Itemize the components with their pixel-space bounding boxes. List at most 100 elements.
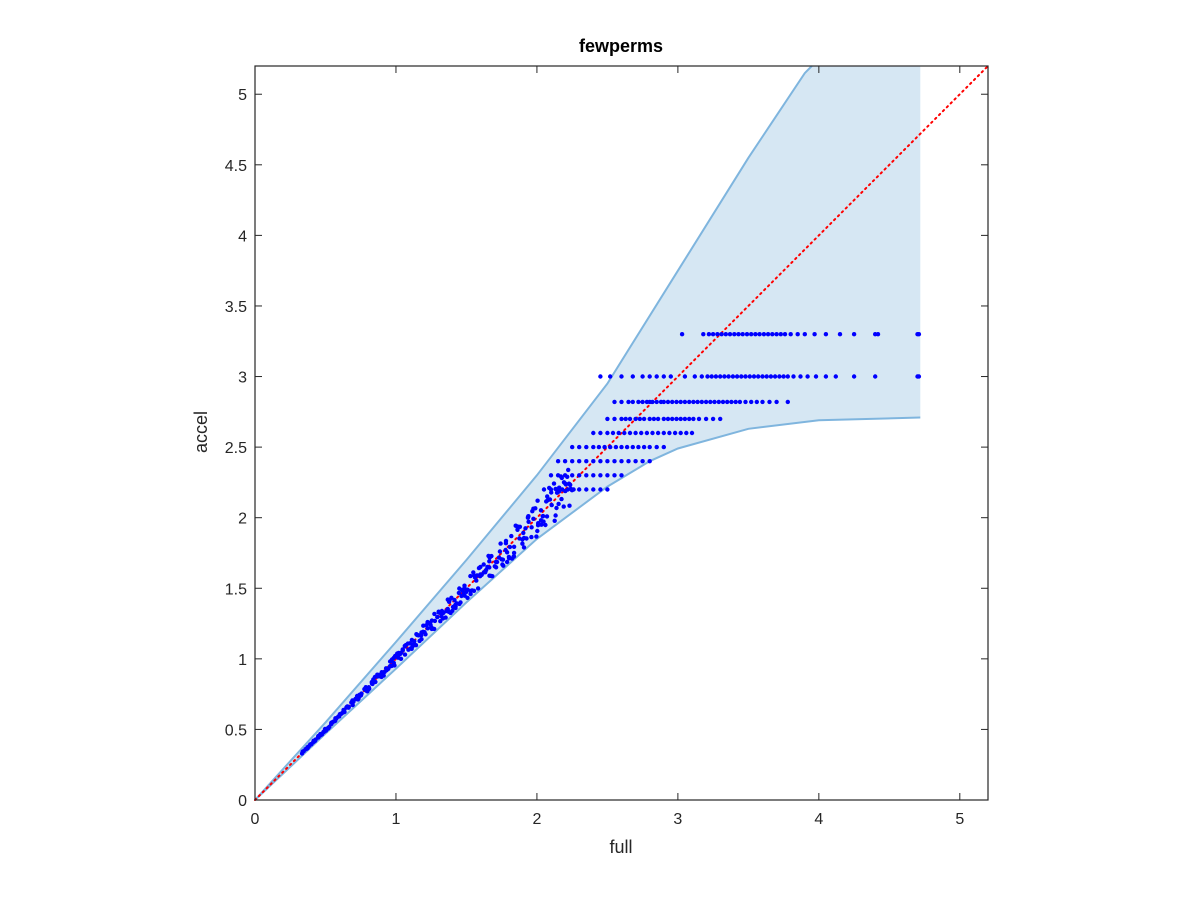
data-point xyxy=(570,444,575,450)
data-point xyxy=(692,374,697,379)
data-point xyxy=(640,399,645,405)
data-point xyxy=(598,374,603,379)
data-point xyxy=(670,416,675,422)
data-point xyxy=(661,374,666,379)
data-point xyxy=(785,399,790,405)
x-tick-label: 0 xyxy=(251,811,260,828)
data-point xyxy=(626,399,631,405)
data-point xyxy=(627,416,633,422)
x-tick-label: 4 xyxy=(814,811,823,828)
data-point xyxy=(350,702,355,708)
data-point xyxy=(531,516,536,521)
data-point xyxy=(511,550,517,556)
data-point xyxy=(719,332,724,337)
data-point xyxy=(449,595,454,600)
x-axis-label: full xyxy=(609,837,632,857)
data-point xyxy=(471,588,477,593)
data-point xyxy=(553,513,558,518)
data-point xyxy=(791,374,796,379)
data-point xyxy=(616,430,621,436)
data-point xyxy=(722,374,727,379)
data-point xyxy=(695,399,700,405)
data-point xyxy=(703,399,709,405)
data-point xyxy=(708,399,713,405)
y-tick-label: 4 xyxy=(238,228,247,245)
data-point xyxy=(837,332,843,337)
data-point xyxy=(515,527,520,532)
data-point xyxy=(541,519,546,524)
data-point xyxy=(605,473,610,478)
data-point xyxy=(561,504,566,509)
data-point xyxy=(471,570,476,575)
data-point xyxy=(770,332,775,337)
data-point xyxy=(805,374,810,379)
data-point xyxy=(705,374,710,379)
data-point xyxy=(749,332,754,337)
data-point xyxy=(398,650,404,655)
data-point xyxy=(456,590,462,596)
data-point xyxy=(483,570,488,575)
data-point xyxy=(540,513,546,519)
data-point xyxy=(753,332,758,337)
data-point xyxy=(788,332,793,337)
data-point xyxy=(812,332,817,337)
data-point xyxy=(781,374,786,379)
data-point xyxy=(503,541,509,546)
data-point xyxy=(462,583,467,588)
data-point xyxy=(619,416,624,422)
band-fill xyxy=(255,66,921,800)
data-point xyxy=(543,522,548,528)
data-point xyxy=(342,709,347,715)
data-point xyxy=(736,332,741,337)
data-point xyxy=(524,536,529,541)
y-tick-label: 3.5 xyxy=(225,299,247,316)
data-point xyxy=(682,374,688,379)
data-point xyxy=(598,430,603,436)
data-point xyxy=(651,416,657,422)
data-point xyxy=(432,626,437,632)
data-point xyxy=(743,374,748,379)
data-point xyxy=(619,374,624,379)
data-point xyxy=(744,332,750,337)
data-point xyxy=(535,498,540,503)
data-point xyxy=(539,522,544,527)
plot-frame xyxy=(254,65,989,801)
data-point xyxy=(665,399,671,405)
data-point xyxy=(413,643,419,648)
x-tick-label: 1 xyxy=(392,811,401,828)
data-point xyxy=(549,502,554,508)
data-point xyxy=(851,332,857,337)
x-tick-label: 2 xyxy=(532,811,541,828)
data-point xyxy=(661,430,666,436)
data-point xyxy=(556,501,561,507)
data-point xyxy=(567,503,572,508)
data-point xyxy=(584,444,589,450)
data-point xyxy=(703,416,709,422)
data-point xyxy=(701,332,706,337)
data-point xyxy=(665,416,671,422)
data-point xyxy=(521,530,526,536)
data-point xyxy=(425,626,430,631)
y-tick-label: 2.5 xyxy=(225,440,247,457)
data-point xyxy=(487,565,492,570)
data-point xyxy=(757,332,762,337)
data-point xyxy=(661,444,666,450)
y-tick-label: 4.5 xyxy=(225,158,247,175)
data-point xyxy=(636,399,641,405)
data-point xyxy=(605,416,610,422)
axes-frame xyxy=(254,65,989,801)
data-point xyxy=(584,459,589,464)
data-point xyxy=(647,374,652,379)
data-point xyxy=(650,399,655,405)
data-point xyxy=(520,541,525,546)
data-point xyxy=(654,399,659,405)
data-point xyxy=(633,416,638,422)
data-point xyxy=(682,399,688,405)
data-point xyxy=(764,374,769,379)
data-point xyxy=(644,430,650,436)
data-point xyxy=(511,544,517,549)
data-point xyxy=(655,430,661,436)
chart-title: fewperms xyxy=(579,36,663,56)
data-point xyxy=(367,686,372,691)
data-point xyxy=(756,374,761,379)
